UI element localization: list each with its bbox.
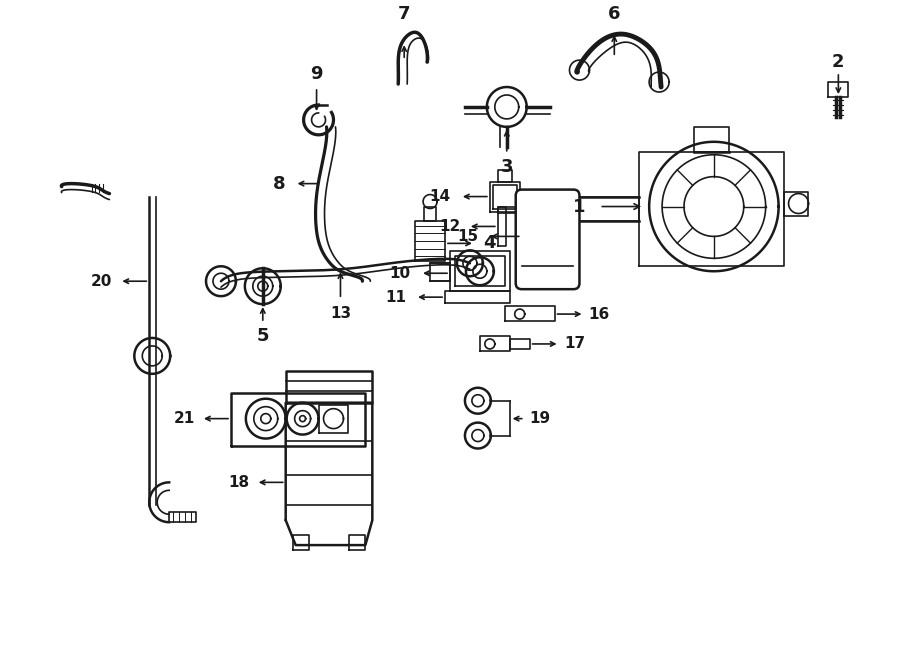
Polygon shape xyxy=(463,256,477,270)
Polygon shape xyxy=(649,142,778,271)
Text: 15: 15 xyxy=(457,229,479,244)
Polygon shape xyxy=(465,422,491,449)
Polygon shape xyxy=(134,338,170,374)
Polygon shape xyxy=(784,192,808,217)
Polygon shape xyxy=(430,263,450,281)
Polygon shape xyxy=(285,403,373,545)
Polygon shape xyxy=(457,251,483,276)
Text: 9: 9 xyxy=(310,65,323,83)
Polygon shape xyxy=(639,152,784,266)
Polygon shape xyxy=(445,291,509,303)
Text: 21: 21 xyxy=(174,411,194,426)
Polygon shape xyxy=(285,371,373,403)
Text: 13: 13 xyxy=(330,305,351,321)
Polygon shape xyxy=(466,257,494,285)
Text: 14: 14 xyxy=(429,189,451,204)
Polygon shape xyxy=(480,336,509,351)
Text: 11: 11 xyxy=(386,290,407,305)
Text: 5: 5 xyxy=(256,327,269,345)
Polygon shape xyxy=(694,127,729,152)
FancyBboxPatch shape xyxy=(516,190,580,289)
Text: 2: 2 xyxy=(832,53,844,71)
Text: 6: 6 xyxy=(608,5,621,23)
Polygon shape xyxy=(465,388,491,414)
Text: 1: 1 xyxy=(573,198,586,215)
Polygon shape xyxy=(450,251,509,291)
Polygon shape xyxy=(246,399,285,438)
Text: 4: 4 xyxy=(483,235,496,253)
Text: 20: 20 xyxy=(91,274,112,289)
Text: 19: 19 xyxy=(530,411,551,426)
Polygon shape xyxy=(490,182,519,212)
Text: 18: 18 xyxy=(229,475,249,490)
Polygon shape xyxy=(574,196,639,221)
Polygon shape xyxy=(498,206,519,214)
Polygon shape xyxy=(323,408,344,428)
Polygon shape xyxy=(287,403,319,434)
Text: 16: 16 xyxy=(589,307,610,321)
Polygon shape xyxy=(169,512,196,522)
Polygon shape xyxy=(253,276,273,296)
Polygon shape xyxy=(505,306,554,321)
Text: 8: 8 xyxy=(273,175,285,192)
Polygon shape xyxy=(206,266,236,296)
Polygon shape xyxy=(213,273,229,289)
Text: 7: 7 xyxy=(398,5,410,23)
Polygon shape xyxy=(487,87,526,127)
Polygon shape xyxy=(319,405,348,432)
Polygon shape xyxy=(245,268,281,304)
Polygon shape xyxy=(495,95,518,119)
Polygon shape xyxy=(509,339,530,349)
Text: 17: 17 xyxy=(564,336,585,352)
Text: 3: 3 xyxy=(500,158,513,176)
Text: 12: 12 xyxy=(439,219,461,234)
Polygon shape xyxy=(415,221,445,261)
Text: 10: 10 xyxy=(390,266,410,281)
Polygon shape xyxy=(498,206,506,247)
